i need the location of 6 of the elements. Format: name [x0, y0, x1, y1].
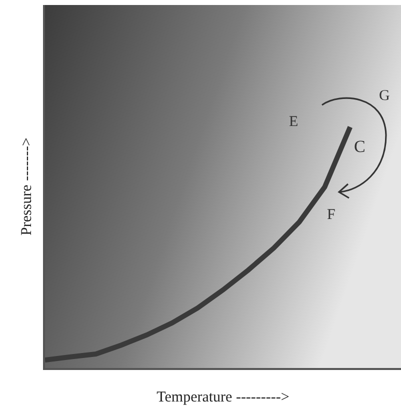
x-axis-title: Temperature ---------> — [156, 390, 290, 406]
annotation: F — [327, 207, 336, 223]
text: G — [379, 88, 390, 104]
annotation: E — [289, 114, 298, 130]
annotation: C — [354, 137, 366, 156]
y-axis-title: Pressure -------> — [18, 138, 35, 236]
